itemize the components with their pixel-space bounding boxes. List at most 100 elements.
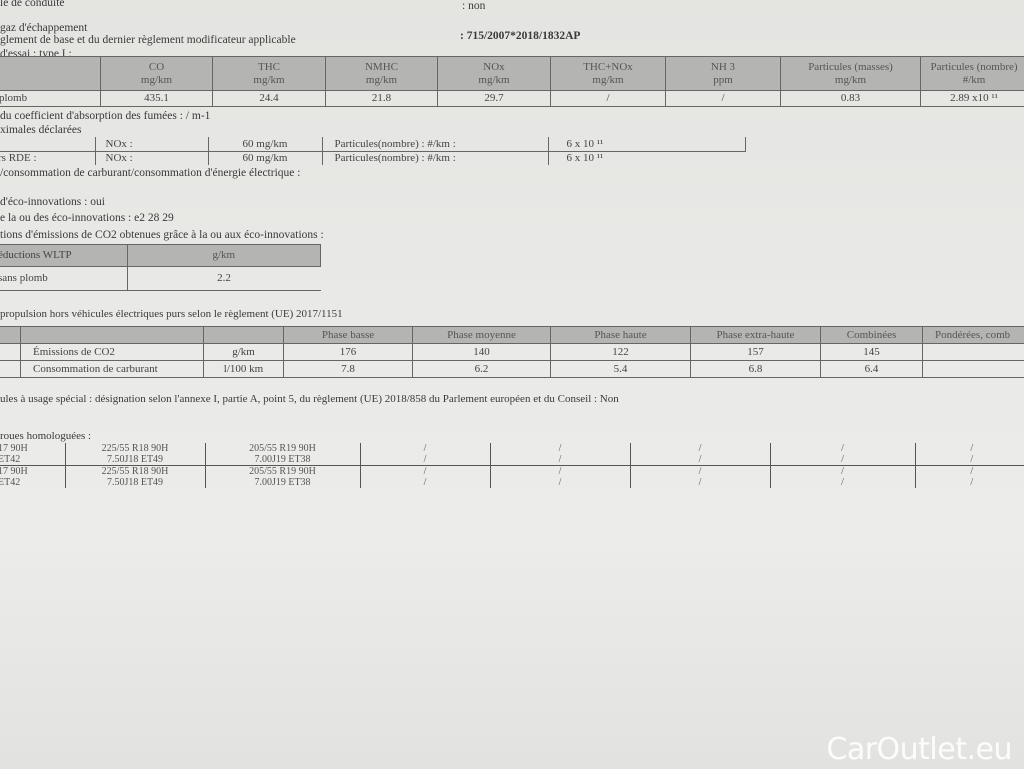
rde-table: NOx :60 mg/km Particules(nombre) : #/km :… (0, 137, 746, 165)
tyre-cell: / (359, 477, 490, 488)
tyre-cell: 205/55 R19 90H (204, 465, 360, 477)
driving-position-label: le de conduite (0, 0, 65, 9)
tyre-cell: 7.00J19 ET38 (204, 477, 360, 488)
tyre-row: ET42 7.50J18 ET49 7.00J19 ET38// / / / (0, 454, 1024, 466)
eco-value: 2.2 (126, 266, 321, 291)
smoke-coefficient: du coefficient d'absorption des fumées :… (0, 110, 211, 122)
row-label: Émissions de CO2 (20, 343, 204, 361)
tyres-table: 17 90H 225/55 R18 90H 205/55 R19 90H / / / / / E… (0, 443, 1024, 488)
tyre-cell: 7.00J19 ET38 (204, 454, 360, 466)
nox-label: NOx : (94, 137, 209, 152)
tyre-cell: / (359, 465, 490, 477)
tyre-cell: / (489, 477, 630, 488)
header-phase-basse: Phase basse (283, 326, 413, 344)
tyre-cell: 17 90H (0, 443, 28, 454)
tyre-cell: / (489, 454, 630, 466)
col-pm-number: Particules (nombre) #/km (920, 56, 1024, 91)
pn-value: 6 x 10 ¹¹ (547, 150, 746, 165)
cell: 145 (820, 343, 923, 361)
cell: 176 (283, 343, 413, 361)
tyre-cell: / (914, 477, 1024, 488)
value-thc: 24.4 (212, 90, 326, 107)
eco-innovation-code: e la ou des éco-innovations : e2 28 29 (0, 212, 174, 224)
tyre-cell: / (914, 454, 1024, 466)
tyre-cell: / (359, 443, 490, 454)
regulation-value: : 715/2007*2018/1832AP (460, 30, 581, 42)
cell (922, 343, 1024, 361)
tyre-row: 17 90H 225/55 R18 90H 205/55 R19 90H / / / / / (0, 443, 1024, 454)
row-label: Consommation de carburant (20, 360, 204, 378)
col-nox: NOx mg/km (437, 56, 551, 91)
tyre-cell: 17 90H (0, 466, 28, 477)
tyres-title: roues homologuées : (0, 430, 92, 442)
eco-table: éductions WLTP g/km sans plomb 2.2 (0, 244, 321, 291)
consumption-line: /consommation de carburant/consommation … (0, 167, 301, 179)
tyre-cell: 225/55 R18 90H (64, 465, 205, 477)
wltp-header: Phase basse Phase moyenne Phase haute Phase… (0, 326, 1024, 344)
value-nmhc: 21.8 (325, 90, 438, 107)
emissions-row: plomb 435.1 24.4 21.8 29.7 / / 0.83 2.89… (0, 90, 1024, 107)
header-phase-extra-haute: Phase extra-haute (690, 326, 821, 344)
wltp-title: propulsion hors véhicules électriques pu… (0, 308, 343, 320)
tyre-cell: / (769, 454, 915, 466)
tyre-row: 17 90H 225/55 R18 90H 205/55 R19 90H / / / / / (0, 465, 1024, 477)
exhaust-label: gaz d'échappement (0, 22, 88, 34)
tyre-cell: ET42 (0, 454, 21, 465)
tyre-cell: / (489, 443, 630, 454)
tyre-cell: ET42 (0, 477, 21, 488)
header-phase-haute: Phase haute (550, 326, 691, 344)
tyre-cell: 225/55 R18 90H (64, 443, 205, 454)
pn-value: 6 x 10 ¹¹ (547, 137, 746, 152)
nox-label: NOx : (94, 150, 209, 165)
tyre-cell: / (629, 454, 770, 466)
tyre-cell: / (629, 477, 770, 488)
value-pm-mass: 0.83 (780, 90, 921, 107)
eco-reduction-label: tions d'émissions de CO2 obtenues grâce … (0, 229, 324, 241)
emissions-header: CO mg/km THC mg/km NMHC mg/km NOx mg/km THC+… (0, 56, 1024, 91)
fuel-label: plomb (0, 90, 101, 107)
col-co: CO mg/km (100, 56, 213, 91)
tyre-cell: / (769, 477, 915, 488)
eco-header-unit: g/km (126, 244, 321, 267)
rde-row: rs RDE : NOx :60 mg/km Particules(nombre) … (0, 150, 746, 165)
col-thc-nox: THC+NOx mg/km (550, 56, 666, 91)
tyre-cell: / (489, 465, 630, 477)
header-blank (20, 326, 204, 344)
tyre-cell: / (914, 465, 1024, 477)
cell: 6.2 (412, 360, 551, 378)
caroutlet-watermark: CarOutlet.eu (826, 732, 1012, 767)
cell: 6.8 (690, 360, 821, 378)
col-thc: THC mg/km (212, 56, 326, 91)
wltp-row-fuel: Consommation de carburant l/100 km 7.8 6.2 5… (0, 360, 1024, 378)
declared-max-label: ximales déclarées (0, 124, 82, 136)
rde-row: NOx :60 mg/km Particules(nombre) : #/km :… (0, 137, 746, 152)
cell: 6.4 (820, 360, 923, 378)
nox-value: 60 mg/km (207, 150, 323, 165)
row-unit: l/100 km (203, 360, 284, 378)
cell: 7.8 (283, 360, 413, 378)
eco-fuel: sans plomb (0, 266, 128, 291)
header-phase-moyenne: Phase moyenne (412, 326, 551, 344)
value-co: 435.1 (100, 90, 213, 107)
tyre-cell: / (359, 454, 490, 466)
tyre-cell: / (769, 465, 915, 477)
col-nmhc: NMHC mg/km (325, 56, 438, 91)
pn-label: Particules(nombre) : #/km : (321, 137, 549, 152)
rde-label: rs RDE : (0, 150, 96, 165)
cell: 5.4 (550, 360, 691, 378)
rde-label (0, 137, 96, 152)
tyre-cell: / (769, 443, 915, 454)
nox-value: 60 mg/km (207, 137, 323, 152)
value-nox: 29.7 (437, 90, 551, 107)
tyre-row: ET42 7.50J18 ET49 7.00J19 ET38// / / / (0, 477, 1024, 488)
tyre-cell: 7.50J18 ET49 (64, 454, 205, 466)
header-ponderees: Pondérées, comb (922, 326, 1024, 344)
row-unit: g/km (203, 343, 284, 361)
value-nh3: / (665, 90, 781, 107)
cell (922, 360, 1024, 378)
regulation-label: glement de base et du dernier règlement … (0, 34, 296, 46)
tyre-cell: 205/55 R19 90H (204, 443, 360, 454)
col-nh3: NH 3 ppm (665, 56, 781, 91)
wltp-table: Phase basse Phase moyenne Phase haute Phase… (0, 326, 1024, 378)
eco-innovation: d'éco-innovations : oui (0, 196, 105, 208)
